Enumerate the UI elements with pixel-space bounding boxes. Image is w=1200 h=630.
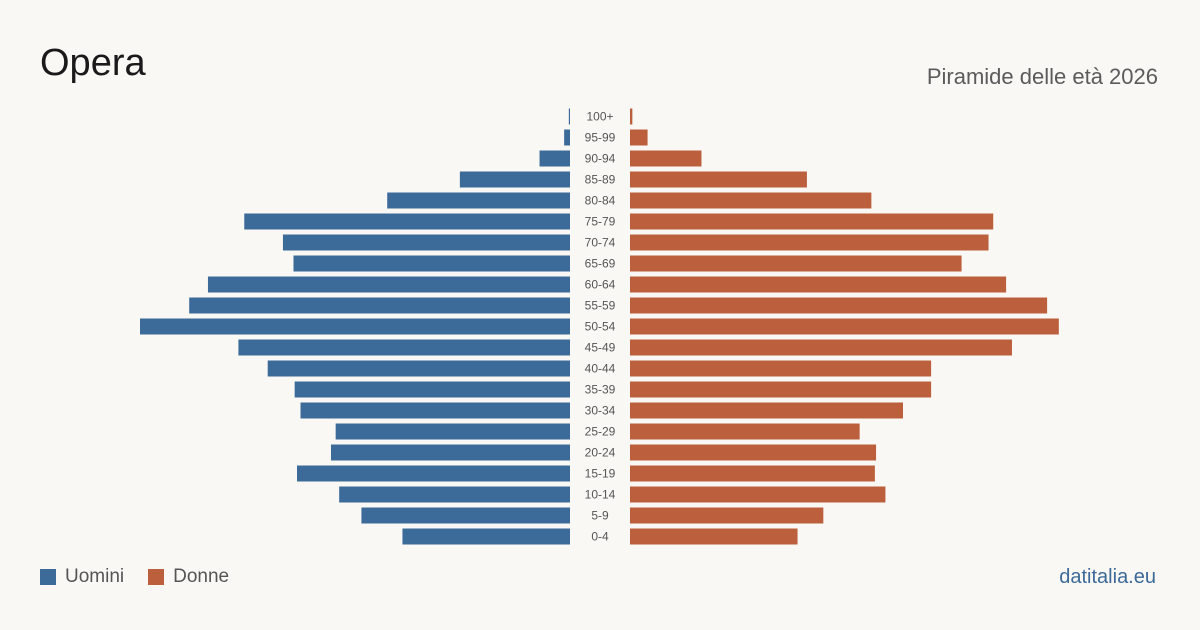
bar-women-100+ <box>630 108 633 125</box>
bar-men-40-44 <box>267 360 570 377</box>
bar-women-90-94 <box>630 150 702 167</box>
age-label-85-89: 85-89 <box>585 173 616 187</box>
bar-men-100+ <box>568 108 570 125</box>
bar-women-20-24 <box>630 444 877 461</box>
bar-women-60-64 <box>630 276 1007 293</box>
bar-women-85-89 <box>630 171 807 188</box>
legend-swatch-women <box>148 569 165 585</box>
bar-men-70-74 <box>282 234 570 251</box>
bar-men-20-24 <box>330 444 570 461</box>
bar-women-45-49 <box>630 339 1012 356</box>
age-label-5-9: 5-9 <box>591 509 609 523</box>
age-label-10-14: 10-14 <box>585 488 616 502</box>
source-link[interactable]: datitalia.eu <box>1059 566 1156 588</box>
bar-women-0-4 <box>630 528 798 545</box>
age-label-70-74: 70-74 <box>585 236 616 250</box>
bar-women-75-79 <box>630 213 994 230</box>
bar-women-55-59 <box>630 297 1048 314</box>
legend-label-men: Uomini <box>65 566 125 587</box>
age-label-30-34: 30-34 <box>585 404 616 418</box>
age-label-65-69: 65-69 <box>585 257 616 271</box>
bar-women-10-14 <box>630 486 886 503</box>
age-label-45-49: 45-49 <box>585 341 616 355</box>
bar-men-0-4 <box>402 528 570 545</box>
chart-subtitle: Piramide delle età 2026 <box>926 64 1158 89</box>
age-label-100+: 100+ <box>586 110 613 124</box>
legend-label-women: Donne <box>173 566 230 587</box>
age-label-95-99: 95-99 <box>585 131 616 145</box>
legend: Uomini Donne <box>40 566 253 588</box>
bar-women-35-39 <box>630 381 932 398</box>
bar-women-15-19 <box>630 465 875 482</box>
bar-men-5-9 <box>361 507 570 524</box>
bar-women-65-69 <box>630 255 962 272</box>
bar-women-70-74 <box>630 234 989 251</box>
bar-men-10-14 <box>339 486 570 503</box>
legend-swatch-men <box>40 569 56 585</box>
legend-item-women: Donne <box>148 566 229 588</box>
bar-men-25-29 <box>335 423 570 440</box>
age-label-35-39: 35-39 <box>585 383 616 397</box>
bar-men-15-19 <box>297 465 570 482</box>
bar-men-45-49 <box>238 339 570 356</box>
bar-women-40-44 <box>630 360 932 377</box>
age-label-60-64: 60-64 <box>585 278 616 292</box>
bar-men-65-69 <box>293 255 570 272</box>
bar-women-30-34 <box>630 402 903 419</box>
age-label-55-59: 55-59 <box>585 299 616 313</box>
bar-women-80-84 <box>630 192 872 209</box>
age-label-15-19: 15-19 <box>585 467 616 481</box>
bar-men-60-64 <box>207 276 570 293</box>
bar-men-50-54 <box>140 318 570 335</box>
bar-men-90-94 <box>539 150 570 167</box>
age-label-50-54: 50-54 <box>585 320 616 334</box>
age-label-0-4: 0-4 <box>591 530 609 544</box>
bar-men-55-59 <box>189 297 570 314</box>
bar-men-35-39 <box>294 381 570 398</box>
chart-title: Opera <box>40 42 146 84</box>
bar-men-75-79 <box>244 213 570 230</box>
bar-women-25-29 <box>630 423 860 440</box>
bar-men-95-99 <box>564 129 570 146</box>
age-label-40-44: 40-44 <box>585 362 616 376</box>
bar-women-5-9 <box>630 507 824 524</box>
age-label-90-94: 90-94 <box>585 152 616 166</box>
age-label-80-84: 80-84 <box>585 194 616 208</box>
bar-women-95-99 <box>630 129 648 146</box>
age-label-20-24: 20-24 <box>585 446 616 460</box>
bar-women-50-54 <box>630 318 1059 335</box>
age-label-75-79: 75-79 <box>585 215 616 229</box>
bar-men-30-34 <box>300 402 570 419</box>
bar-men-80-84 <box>387 192 570 209</box>
legend-item-men: Uomini <box>40 566 124 588</box>
bar-men-85-89 <box>459 171 570 188</box>
age-label-25-29: 25-29 <box>585 425 616 439</box>
